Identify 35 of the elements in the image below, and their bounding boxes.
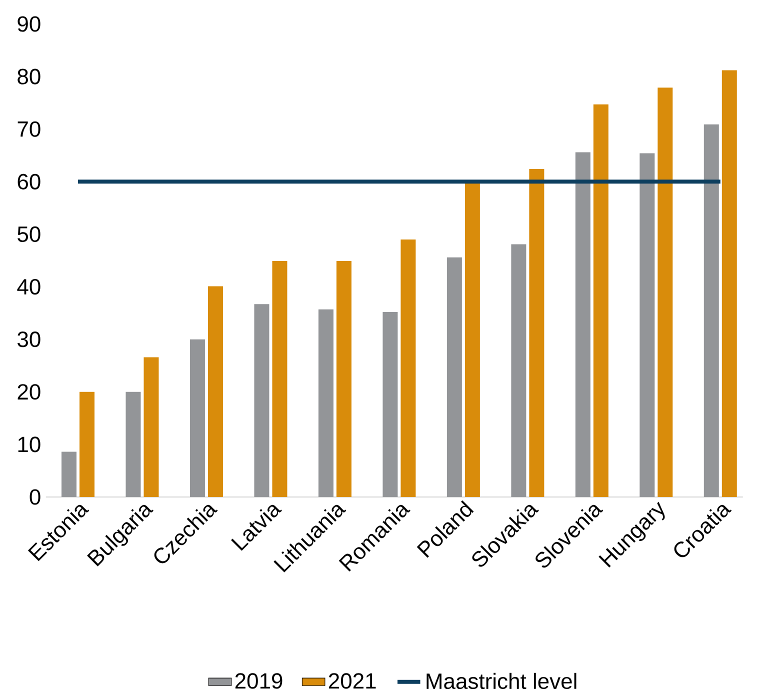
y-tick-label: 70 (18, 121, 40, 137)
bar (126, 392, 141, 497)
bar (382, 312, 398, 497)
bar (62, 452, 76, 497)
bar (640, 153, 655, 497)
y-tick-label: 30 (18, 331, 40, 348)
bar (446, 257, 462, 497)
bar (575, 152, 590, 497)
bar (190, 339, 205, 497)
legend-label: Maastricht level (426, 672, 576, 689)
bar (336, 260, 352, 497)
bar (80, 392, 94, 497)
bar (400, 239, 416, 497)
y-tick-label: 40 (17, 278, 40, 294)
bar (593, 104, 608, 497)
y-tick-label: 20 (18, 384, 40, 400)
y-tick-label: 10 (18, 436, 40, 452)
bar (254, 304, 270, 497)
y-tick-label: 0 (30, 489, 40, 505)
bar (658, 88, 673, 497)
bar (272, 260, 288, 497)
bar (318, 309, 334, 497)
y-tick-label: 50 (18, 226, 40, 242)
y-tick-label: 80 (18, 68, 40, 84)
y-tick-label: 60 (18, 174, 40, 190)
bar (722, 70, 737, 497)
bar (208, 286, 223, 497)
bar (464, 182, 480, 497)
legend-label: 2019 (235, 673, 282, 689)
y-tick-label: 90 (18, 16, 40, 32)
legend-label: 2021 (328, 673, 376, 689)
bar (529, 168, 544, 497)
bar (704, 124, 719, 497)
bar (144, 357, 159, 497)
bar (511, 244, 526, 497)
